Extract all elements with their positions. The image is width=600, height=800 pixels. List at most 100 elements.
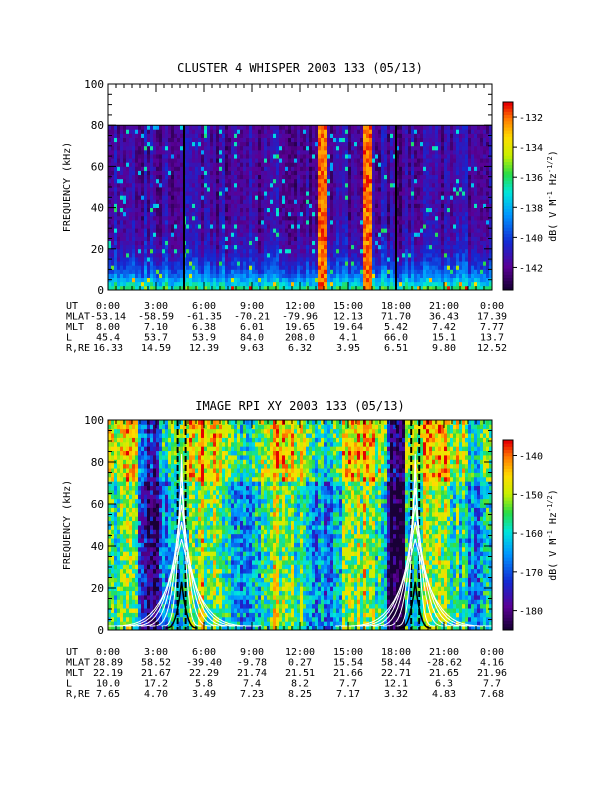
spectrogram-cell (237, 158, 241, 163)
spectrogram-cell (111, 265, 115, 270)
spectrogram-cell (216, 149, 220, 155)
spectrogram-cell (429, 125, 433, 130)
spectrogram-cell (303, 174, 307, 180)
spectrogram-cell (273, 252, 277, 258)
spectrogram-cell (258, 215, 262, 221)
spectrogram-cell (192, 265, 196, 270)
spectrogram-cell (480, 166, 484, 171)
spectrogram-cell (324, 207, 328, 213)
spectrogram-cell (387, 154, 391, 159)
spectrogram-cell (342, 236, 346, 241)
spectrogram-cell (309, 137, 313, 143)
spectrogram-cell (336, 281, 340, 287)
spectrogram-cell (321, 174, 325, 180)
spectrogram-cell (444, 174, 448, 180)
spectrogram-cell (357, 129, 361, 134)
spectrogram-cell (390, 178, 394, 184)
spectrogram-cell (474, 211, 478, 217)
spectrogram-cell (468, 265, 472, 270)
spectrogram-cell (303, 236, 307, 241)
spectrogram-cell (219, 174, 223, 180)
spectrogram-cell (204, 203, 208, 208)
spectrogram-cell (366, 154, 370, 159)
spectrogram-cell (120, 166, 124, 171)
spectrogram-cell (153, 133, 157, 138)
spectrogram-cell (339, 141, 343, 147)
spectrogram-cell (291, 133, 295, 138)
spectrogram-cell (441, 133, 445, 138)
spectrogram-cell (180, 178, 184, 184)
spectrogram-cell (180, 166, 184, 171)
spectrogram-cell (234, 248, 238, 254)
spectrogram-cell (135, 207, 139, 213)
spectrogram-cell (390, 219, 394, 225)
spectrogram-cell (276, 244, 280, 250)
spectrogram-cell (303, 228, 307, 233)
spectrogram-cell (297, 137, 301, 143)
spectrogram-cell (381, 273, 385, 279)
spectrogram-cell (468, 257, 472, 262)
spectrogram-cell (141, 141, 145, 147)
spectrogram-cell (156, 195, 160, 200)
spectrogram-cell (216, 252, 220, 258)
spectrogram-cell (201, 215, 205, 221)
spectrogram-cell (207, 174, 211, 180)
spectrogram-cell (204, 285, 208, 291)
spectrogram-cell (186, 174, 190, 180)
spectrogram-cell (228, 285, 232, 291)
spectrogram-cell (468, 149, 472, 155)
spectrogram-cell (468, 133, 472, 138)
spectrogram-cell (336, 236, 340, 241)
spectrogram-cell (189, 182, 193, 188)
spectrogram-cell (465, 265, 469, 270)
spectrogram-cell (432, 257, 436, 262)
spectrogram-cell (477, 252, 481, 258)
spectrogram-cell (471, 162, 475, 167)
spectrogram-cell (417, 162, 421, 167)
spectrogram-cell (474, 154, 478, 159)
spectrogram-cell (354, 252, 358, 258)
spectrogram-cell (321, 211, 325, 217)
spectrogram-cell (384, 265, 388, 270)
spectrogram-cell (447, 129, 451, 134)
spectrogram-cell (132, 199, 136, 204)
spectrogram-cell (402, 141, 406, 147)
spectrogram-cell (144, 228, 148, 233)
spectrogram-cell (474, 244, 478, 250)
spectrogram-cell (366, 257, 370, 262)
spectrogram-cell (444, 269, 448, 274)
spectrogram-cell (132, 248, 136, 254)
spectrogram-cell (132, 224, 136, 229)
spectrogram-cell (285, 191, 289, 196)
spectrogram-cell (396, 125, 400, 130)
spectrogram-cell (198, 207, 202, 213)
spectrogram-cell (186, 265, 190, 270)
spectrogram-cell (291, 166, 295, 171)
spectrogram-cell (405, 133, 409, 138)
spectrogram-cell (450, 141, 454, 147)
spectrogram-cell (279, 133, 283, 138)
spectrogram-cell (174, 257, 178, 262)
spectrogram-cell (453, 137, 457, 143)
spectrogram-cell (246, 273, 250, 279)
spectrogram-cell (228, 154, 232, 159)
spectrogram-cell (324, 170, 328, 176)
spectrogram-cell (234, 125, 238, 130)
spectrogram-cell (348, 232, 352, 237)
spectrogram-cell (147, 273, 151, 279)
spectrogram-cell (246, 182, 250, 188)
spectrogram-cell (480, 281, 484, 287)
spectrogram-cell (159, 191, 163, 196)
spectrogram-cell (258, 203, 262, 208)
spectrogram-cell (204, 145, 208, 151)
spectrogram-cell (462, 170, 466, 176)
spectrogram-cell (162, 281, 166, 287)
spectrogram-cell (138, 178, 142, 184)
spectrogram-cell (207, 195, 211, 200)
spectrogram-cell (264, 232, 268, 237)
spectrogram-cell (294, 277, 298, 283)
spectrogram-cell (228, 129, 232, 134)
spectrogram-cell (288, 170, 292, 176)
spectrogram-cell (399, 187, 403, 192)
spectrogram-cell (123, 129, 127, 134)
